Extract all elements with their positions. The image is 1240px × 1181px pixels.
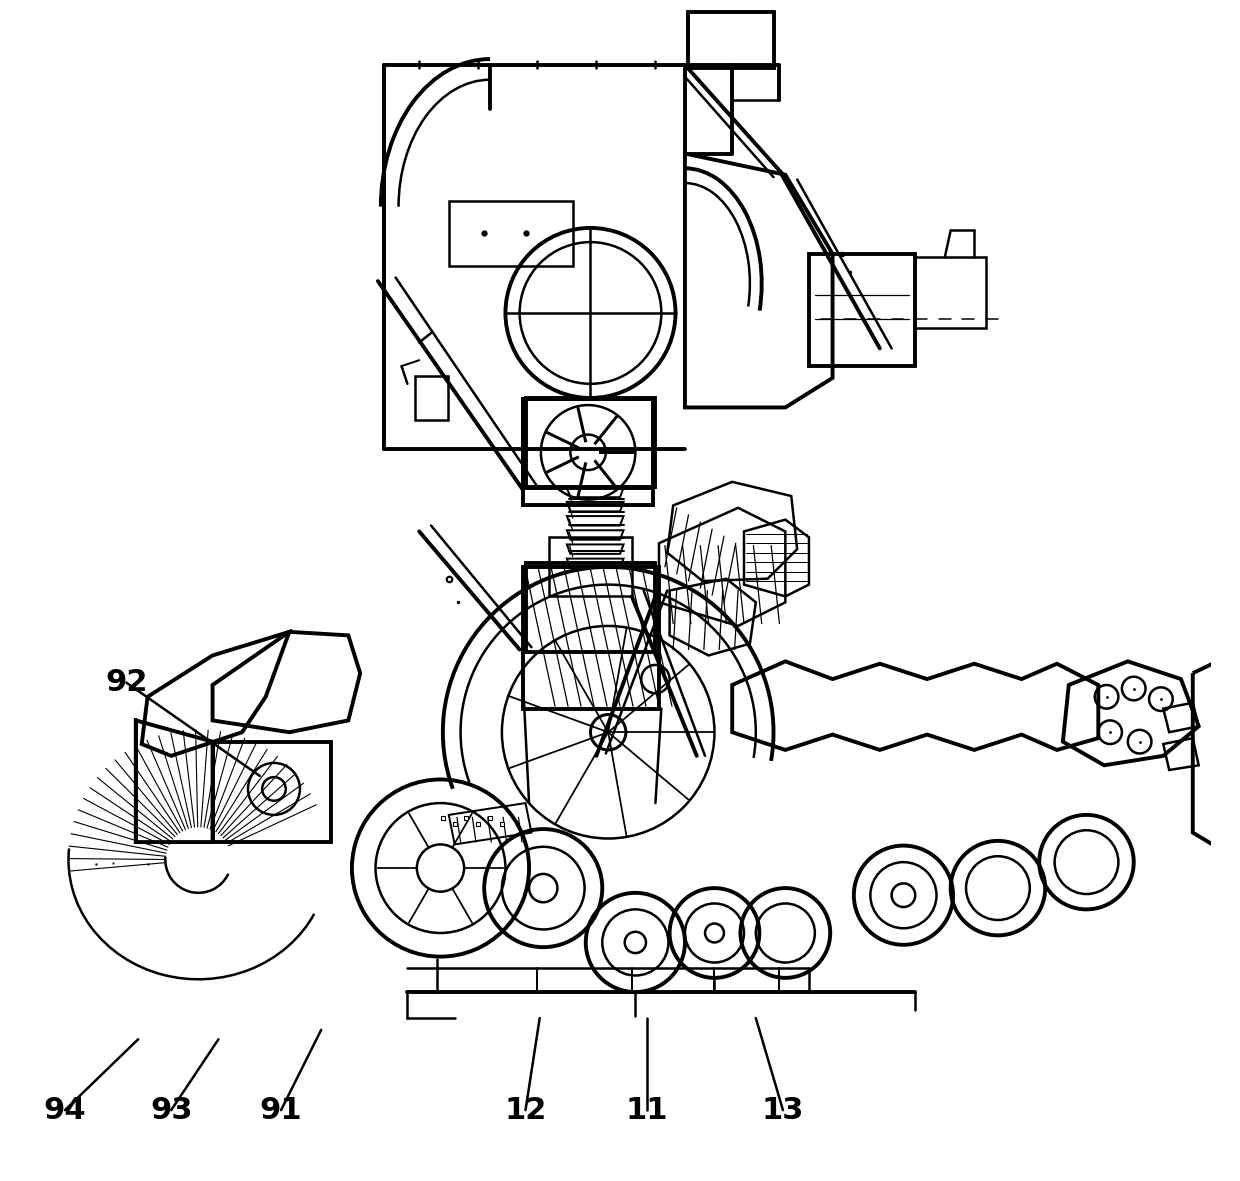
Bar [526, 563, 656, 652]
Bar [449, 201, 573, 266]
Text: 91: 91 [259, 1096, 303, 1124]
Bar [523, 399, 653, 488]
Text: 93: 93 [150, 1096, 192, 1124]
Bar [688, 12, 774, 68]
Text: 11: 11 [626, 1096, 668, 1124]
Bar [523, 399, 653, 505]
Bar [523, 567, 658, 709]
Text: 13: 13 [761, 1096, 805, 1124]
Bar [915, 257, 986, 328]
Bar [526, 398, 656, 487]
Text: 12: 12 [505, 1096, 547, 1124]
Bar [808, 254, 915, 366]
Bar [212, 742, 331, 842]
Bar [414, 376, 448, 420]
Text: 92: 92 [105, 668, 148, 697]
Text: 94: 94 [43, 1096, 87, 1124]
